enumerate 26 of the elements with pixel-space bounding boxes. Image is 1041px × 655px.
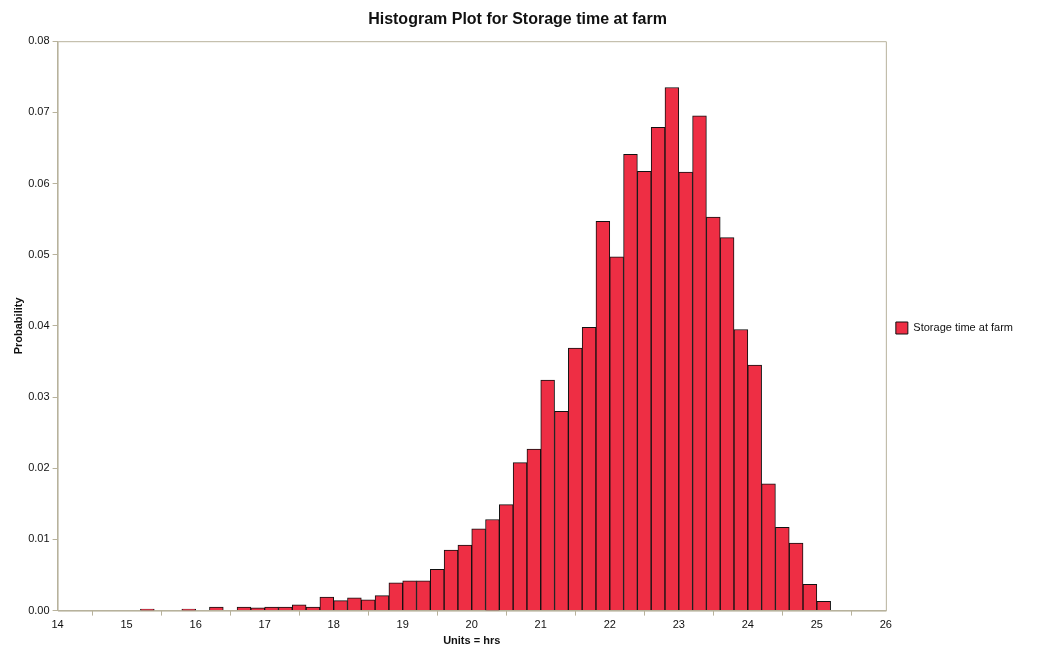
y-tick-label: 0.08 <box>28 34 50 47</box>
y-tick-label: 0.05 <box>28 247 50 260</box>
x-tick-label: 15 <box>120 618 133 631</box>
x-tick-label: 22 <box>603 618 616 631</box>
legend-label: Storage time at farm <box>913 321 1014 334</box>
y-tick-label: 0.02 <box>28 461 50 474</box>
x-tick-label: 25 <box>810 618 823 631</box>
x-tick-label: 21 <box>534 618 547 631</box>
x-tick-label: 23 <box>672 618 685 631</box>
x-tick-label: 26 <box>879 618 892 631</box>
y-tick-label: 0.06 <box>28 176 50 189</box>
y-tick-label: 0.04 <box>28 318 50 331</box>
y-tick-label: 0.07 <box>28 105 50 118</box>
x-axis-title: Units = hrs <box>443 634 501 647</box>
x-tick-label: 19 <box>396 618 409 631</box>
chart-title: Histogram Plot for Storage time at farm <box>368 10 667 28</box>
x-tick-label: 24 <box>741 618 754 631</box>
x-tick-label: 14 <box>51 618 64 631</box>
x-tick-label: 17 <box>258 618 271 631</box>
y-tick-label: 0.00 <box>28 603 50 616</box>
y-axis-title: Probability <box>11 296 24 355</box>
y-tick-label: 0.01 <box>28 532 50 545</box>
x-tick-label: 16 <box>189 618 202 631</box>
x-tick-label: 18 <box>327 618 340 631</box>
y-tick-label: 0.03 <box>28 390 50 403</box>
x-tick-label: 20 <box>465 618 478 631</box>
